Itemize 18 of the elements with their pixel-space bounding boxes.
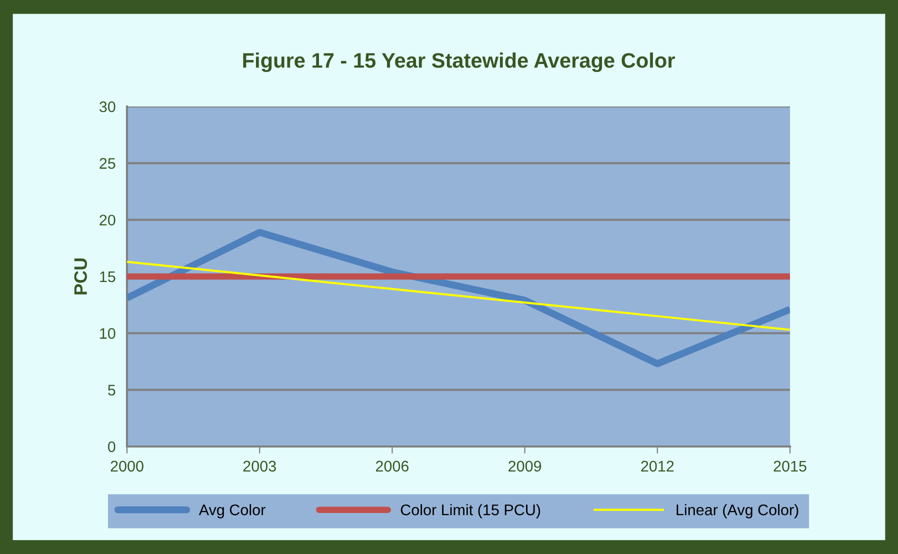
y-tick-label: 30 [99,101,116,112]
y-tick-label: 10 [100,328,116,339]
y-tick-label: 15 [100,272,116,282]
x-tick-label: 2012 [641,460,674,472]
chart-title: Figure 17 - 15 Year Statewide Average Color [243,52,675,72]
y-tick-label: 25 [100,158,116,169]
x-tick-label: 2015 [774,460,806,472]
y-tick-label: 0 [108,441,116,452]
x-tick-label: 2003 [243,460,276,472]
x-tick-label: 2009 [508,460,542,472]
y-tick-label: 20 [100,214,116,226]
legend-label: Avg Color [198,504,266,518]
y-tick-label: 5 [108,384,116,396]
legend-label: Linear (Avg Color) [676,504,798,518]
legend-label: Color Limit (15 PCU) [400,504,540,518]
x-tick-label: 2006 [376,460,409,472]
x-tick-label: 2000 [110,460,144,472]
y-axis-title: PCU [74,258,87,294]
